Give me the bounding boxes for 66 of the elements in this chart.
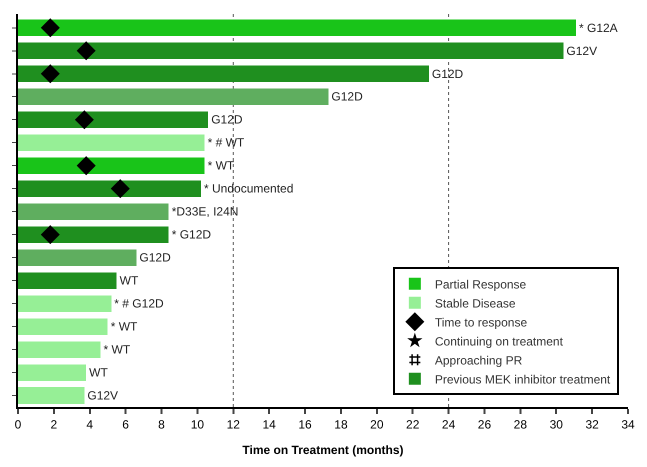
bar xyxy=(18,42,564,60)
data-label: WT xyxy=(89,366,109,380)
bar xyxy=(18,318,108,335)
x-tick-label: 12 xyxy=(226,417,240,432)
x-tick-label: 6 xyxy=(122,417,130,432)
point xyxy=(41,18,60,37)
data-label: * WT xyxy=(104,342,131,357)
x-tick-label: 24 xyxy=(442,417,456,432)
x-tick-label: 32 xyxy=(585,417,600,432)
bar xyxy=(18,249,136,266)
x-tick-label: 0 xyxy=(14,417,22,432)
data-label: G12D xyxy=(139,250,172,265)
point xyxy=(111,179,130,198)
legend-label: Partial Response xyxy=(434,277,527,292)
bar xyxy=(18,203,169,220)
point xyxy=(75,110,94,129)
bar xyxy=(18,134,205,151)
x-tick-label: 8 xyxy=(158,417,166,432)
bar xyxy=(18,341,101,358)
bar xyxy=(18,272,117,289)
bar xyxy=(18,226,169,243)
point xyxy=(76,42,96,60)
legend-label: Time to response xyxy=(434,315,528,330)
data-label: G12V xyxy=(87,388,118,403)
x-tick-label: 28 xyxy=(514,417,528,432)
data-label: * G12A xyxy=(578,20,618,35)
legend-label: Approaching PR xyxy=(434,353,523,368)
x-tick-label: 34 xyxy=(621,417,635,432)
data-label: G12D xyxy=(211,112,243,127)
x-tick-label: 14 xyxy=(262,417,276,432)
bar xyxy=(18,65,429,82)
point xyxy=(76,156,96,175)
legend-label: Continuing on treatment xyxy=(434,334,564,348)
x-tick-label: 2 xyxy=(50,417,58,432)
x-tick-label: 22 xyxy=(406,417,420,432)
data-label: * # WT xyxy=(208,136,245,150)
bar xyxy=(18,364,86,381)
legend-label: Stable Disease xyxy=(434,296,516,310)
bar xyxy=(18,111,208,128)
data-label: G12V xyxy=(566,44,598,58)
x-tick-label: 18 xyxy=(334,417,348,432)
bar xyxy=(18,387,84,404)
data-label: * G12D xyxy=(172,228,212,242)
data-label: * WT xyxy=(208,158,235,173)
point xyxy=(41,64,60,83)
data-label: WT xyxy=(120,274,140,288)
bar xyxy=(18,180,201,197)
x-tick-label: 30 xyxy=(550,417,564,432)
bar xyxy=(18,88,328,106)
data-label: * WT xyxy=(110,320,138,334)
data-label: * # G12D xyxy=(114,296,164,311)
bar xyxy=(18,295,112,312)
bar xyxy=(18,20,576,36)
point xyxy=(41,225,60,244)
bar xyxy=(18,157,205,174)
x-tick-label: 16 xyxy=(298,417,312,432)
data-label: G12D xyxy=(432,66,464,81)
data-label: * Undocumented xyxy=(204,182,294,196)
x-tick-label: 20 xyxy=(370,417,384,432)
x-tick-label: 10 xyxy=(190,417,204,432)
x-tick-label: 26 xyxy=(478,417,492,432)
data-label: *D33E, I24N xyxy=(172,204,238,219)
legend-label: Previous MEK inhibitor treatment xyxy=(434,372,611,386)
x-axis-title: Time on Treatment (months) xyxy=(242,442,404,457)
x-tick-label: 4 xyxy=(86,417,94,432)
data-label: G12D xyxy=(331,90,364,104)
